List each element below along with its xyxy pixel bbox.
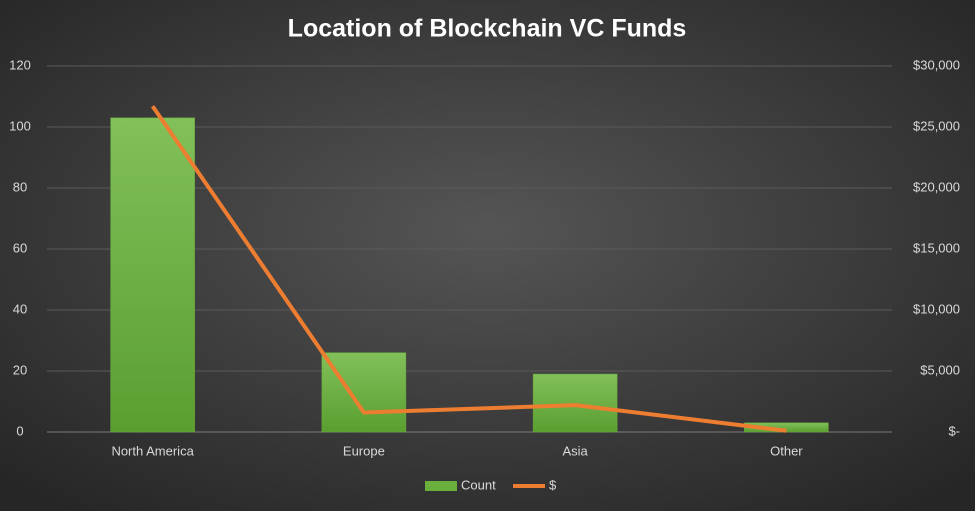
y-tick-label: 40 [13, 301, 27, 316]
line-series [150, 105, 787, 433]
y-tick-label: 80 [13, 179, 27, 194]
x-tick-label: Asia [562, 443, 588, 458]
y-tick-label: 0 [16, 423, 23, 438]
legend-label: $ [549, 477, 557, 492]
x-tick-label: North America [111, 443, 194, 458]
legend-label: Count [461, 477, 496, 492]
bar [532, 373, 618, 433]
y-tick-label: 60 [13, 240, 27, 255]
bar [110, 117, 195, 433]
y2-tick-label: $30,000 [913, 57, 960, 72]
y2-tick-label: $25,000 [913, 118, 960, 133]
y2-tick-label: $- [948, 423, 960, 438]
y2-tick-label: $20,000 [913, 179, 960, 194]
x-tick-label: Other [770, 443, 803, 458]
bar [321, 352, 407, 433]
y-tick-label: 100 [9, 118, 31, 133]
y-tick-label: 20 [13, 362, 27, 377]
chart-title: Location of Blockchain VC Funds [288, 15, 687, 43]
legend-swatch [425, 481, 457, 491]
y2-tick-label: $15,000 [913, 240, 960, 255]
x-tick-label: Europe [343, 443, 385, 458]
y2-tick-label: $10,000 [913, 301, 960, 316]
y-tick-label: 120 [9, 57, 31, 72]
y2-tick-label: $5,000 [920, 362, 960, 377]
